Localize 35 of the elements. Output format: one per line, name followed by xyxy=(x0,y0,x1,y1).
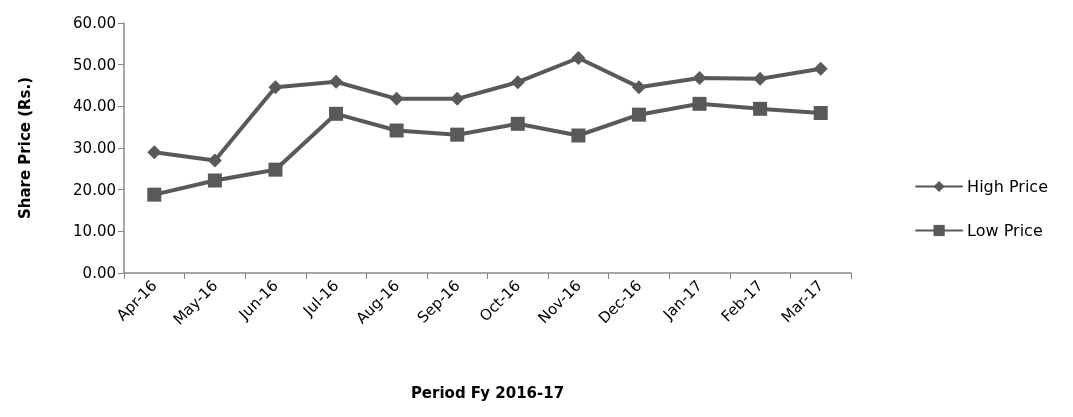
y-tick-label: 50.00 xyxy=(73,55,116,74)
point xyxy=(753,101,768,116)
point xyxy=(692,96,707,111)
y-tick-label: 0.00 xyxy=(82,264,116,282)
y-tick-label: 60.00 xyxy=(73,14,116,32)
point xyxy=(450,127,465,142)
point xyxy=(268,80,283,95)
point xyxy=(268,162,283,177)
point xyxy=(207,153,222,168)
point xyxy=(329,106,344,121)
point xyxy=(147,187,162,202)
point xyxy=(692,71,707,85)
y-tick-label: 10.00 xyxy=(73,222,116,241)
point xyxy=(631,107,646,122)
y-tick-label: 40.00 xyxy=(73,97,116,116)
y-axis-title: Share Price (Rs.) xyxy=(15,76,34,220)
point xyxy=(813,106,828,120)
point xyxy=(389,123,404,138)
legend-label: High Price xyxy=(967,177,1048,196)
point xyxy=(813,61,828,76)
point xyxy=(389,91,404,106)
y-tick-label: 20.00 xyxy=(73,180,116,199)
point xyxy=(450,91,465,106)
y-tick-label: 30.00 xyxy=(73,139,116,157)
x-axis-title: Period Fy 2016-17 xyxy=(410,383,565,402)
point xyxy=(329,74,344,89)
point xyxy=(207,173,222,188)
point xyxy=(147,145,162,160)
point xyxy=(631,80,646,95)
legend-label: Low Price xyxy=(967,221,1043,240)
point xyxy=(571,51,586,65)
point xyxy=(571,128,586,143)
point xyxy=(510,75,525,90)
point xyxy=(510,116,525,131)
point xyxy=(753,71,768,86)
